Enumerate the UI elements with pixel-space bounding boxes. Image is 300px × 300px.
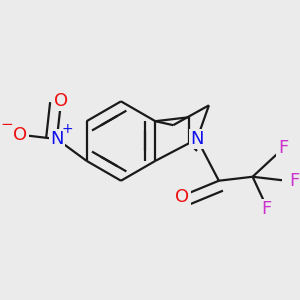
Text: O: O: [176, 188, 190, 206]
Text: F: F: [278, 140, 288, 158]
Text: O: O: [54, 92, 68, 110]
Text: F: F: [289, 172, 299, 190]
Text: −: −: [0, 117, 13, 132]
Text: N: N: [50, 130, 64, 148]
Text: +: +: [61, 122, 73, 136]
Text: O: O: [14, 126, 28, 144]
Text: F: F: [261, 200, 272, 218]
Text: N: N: [190, 130, 204, 148]
